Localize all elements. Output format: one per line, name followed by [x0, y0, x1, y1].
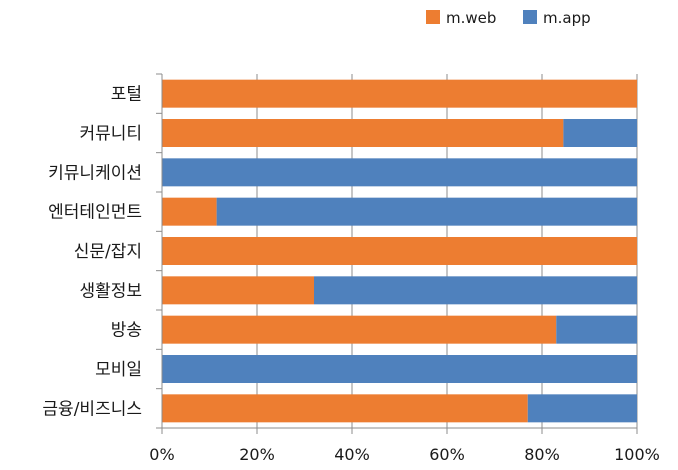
x-tick-label: 80%	[524, 445, 560, 464]
category-label: 신문/잡지	[74, 242, 142, 262]
category-label: 포털	[111, 85, 142, 105]
bars	[162, 79, 637, 423]
bar-m-web	[162, 394, 528, 423]
category-label: 모비일	[95, 360, 142, 380]
bar-m-app	[314, 276, 637, 305]
bar-m-web	[162, 119, 564, 147]
category-label: 키뮤니케이션	[48, 163, 142, 183]
bar-m-web	[162, 237, 637, 265]
category-label: 금융/비즈니스	[42, 399, 142, 419]
category-label: 엔터테인먼트	[48, 203, 142, 223]
category-label: 커뮤니티	[79, 124, 142, 144]
bar-m-app	[527, 394, 637, 423]
bar-m-app	[556, 315, 637, 344]
category-label: 생활정보	[79, 281, 142, 301]
x-tick-labels: 0% 20% 40% 60% 80% 100%	[149, 445, 660, 464]
x-tick-label: 0%	[149, 445, 174, 464]
bar-m-app	[563, 119, 637, 147]
legend-swatch-m-web	[426, 10, 440, 24]
bar-m-app	[162, 158, 637, 187]
legend-label-m-app: m.app	[543, 9, 591, 27]
bar-m-web	[162, 197, 217, 226]
category-label: 방송	[111, 321, 142, 341]
bar-m-app	[216, 197, 637, 226]
x-tick-label: 100%	[614, 445, 660, 464]
x-tick-label: 60%	[429, 445, 465, 464]
bar-m-web	[162, 315, 557, 344]
axes	[156, 73, 638, 434]
legend: m.web m.app	[426, 9, 591, 27]
legend-label-m-web: m.web	[446, 9, 496, 27]
bar-m-web	[162, 79, 637, 108]
x-tick-label: 20%	[239, 445, 275, 464]
bar-m-app	[162, 355, 637, 383]
legend-swatch-m-app	[523, 10, 537, 24]
bar-m-web	[162, 276, 314, 305]
x-tick-label: 40%	[334, 445, 370, 464]
